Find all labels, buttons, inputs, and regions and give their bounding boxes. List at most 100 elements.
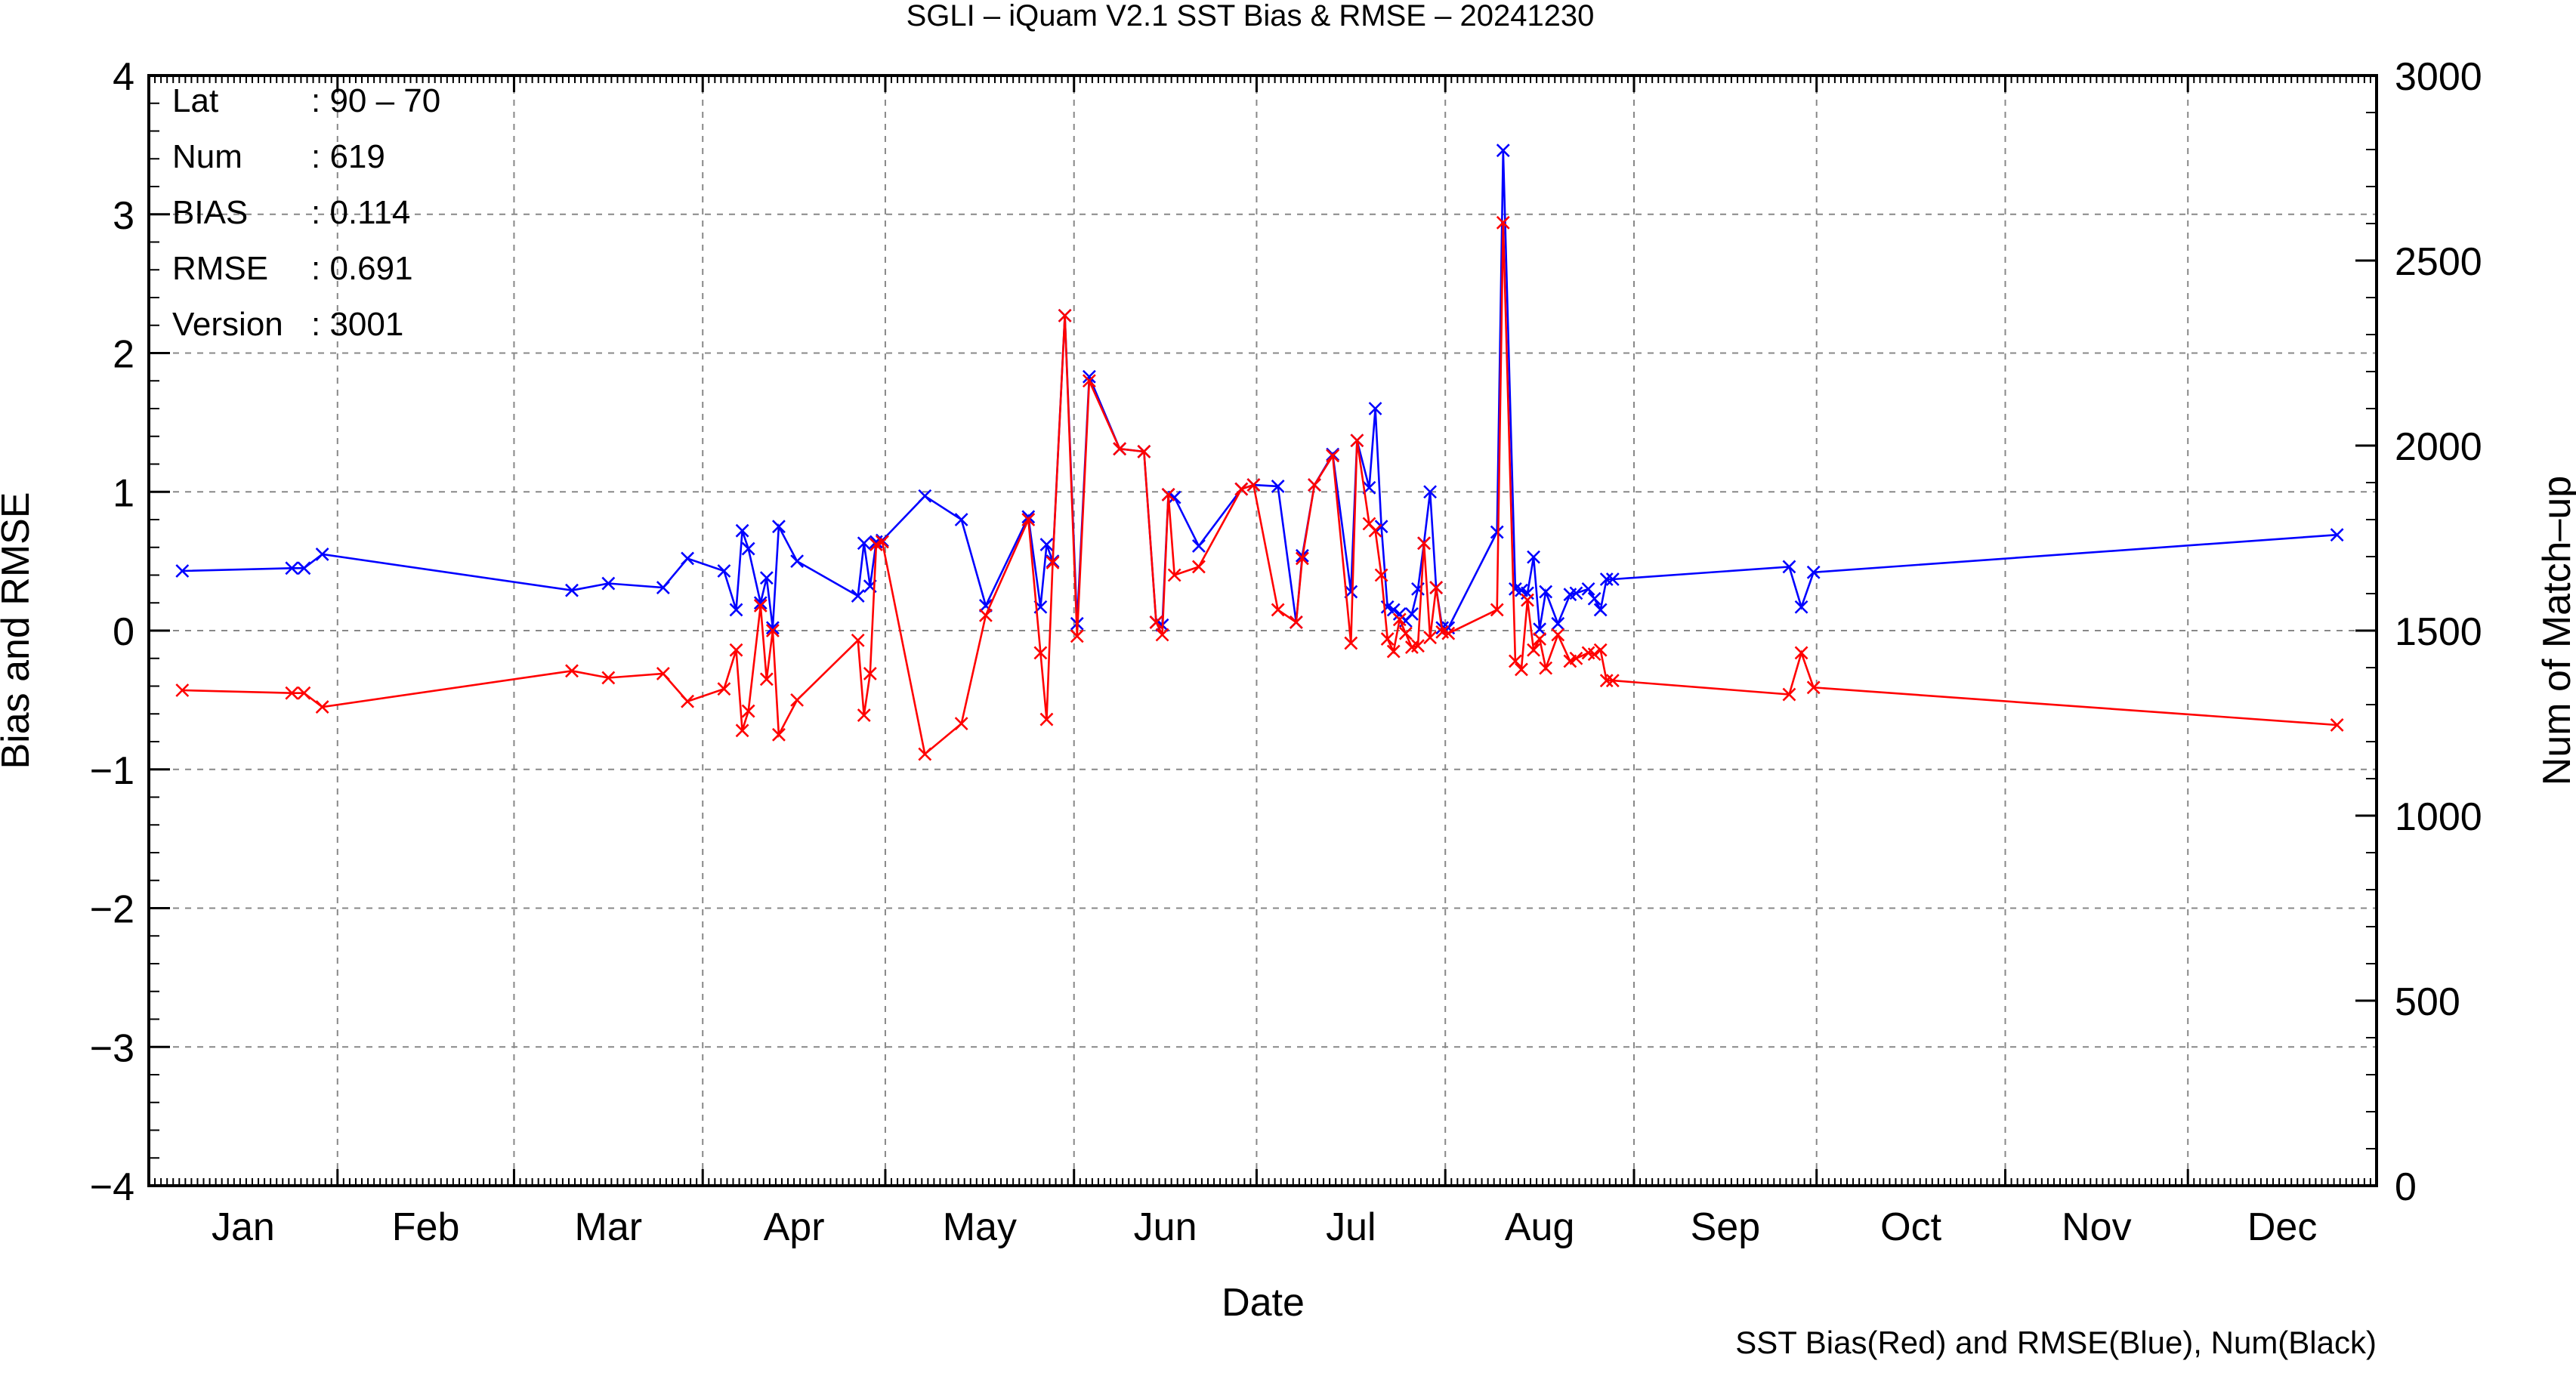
bias-point — [1398, 626, 1413, 640]
y2-axis-label: Num of Match–up — [2535, 476, 2576, 785]
stat-label: Version — [172, 306, 283, 343]
stat-value: : 3001 — [311, 306, 403, 343]
grid-lines — [149, 76, 2377, 1186]
bias-point — [1113, 442, 1127, 456]
x-tick-label: Jan — [212, 1205, 275, 1249]
rmse-point — [753, 596, 768, 610]
bias-point — [1295, 551, 1309, 566]
stat-value: : 90 – 70 — [311, 82, 440, 119]
bias-point — [565, 664, 579, 678]
bias-point — [1058, 308, 1072, 322]
bias-point — [1033, 646, 1048, 660]
y2-tick-label: 1500 — [2395, 610, 2482, 654]
bias-point — [729, 643, 743, 657]
bias-point — [1599, 674, 1614, 688]
y-tick-label: 4 — [113, 55, 134, 99]
x-tick-label: Nov — [2062, 1205, 2131, 1249]
chart-caption: SST Bias(Red) and RMSE(Blue), Num(Black) — [1735, 1325, 2377, 1360]
y-tick-label: −2 — [90, 888, 134, 932]
bias-point — [790, 693, 805, 707]
rmse-point — [1490, 525, 1504, 539]
rmse-point — [1794, 600, 1808, 614]
series-layer — [175, 143, 2344, 761]
bias-point — [978, 608, 993, 622]
x-tick-label: Jun — [1134, 1205, 1197, 1249]
rmse-point — [1496, 143, 1510, 158]
bias-point — [1521, 593, 1534, 607]
rmse-point — [1551, 616, 1565, 631]
bias-point — [1490, 603, 1504, 617]
rmse-point — [1527, 550, 1540, 564]
stats-box: Lat: 90 – 70 Num: 619 BIAS: 0.114 RMSE: 0.6… — [172, 82, 440, 343]
rmse-point — [954, 513, 968, 526]
bias-point — [741, 704, 755, 718]
rmse-point — [772, 520, 786, 534]
rmse-point — [717, 564, 731, 578]
bias-point — [601, 671, 616, 685]
bias-point — [2330, 718, 2344, 732]
rmse-point — [1593, 603, 1608, 617]
bias-point — [1070, 629, 1084, 643]
rmse-line — [182, 150, 2337, 630]
y-tick-label: −4 — [90, 1165, 134, 1209]
bias-point — [1380, 632, 1395, 646]
rmse-point — [1082, 369, 1096, 384]
x-tick-label: Apr — [764, 1205, 825, 1249]
rmse-point — [1533, 622, 1547, 637]
bias-point — [175, 683, 190, 697]
bias-point — [1137, 445, 1151, 458]
bias-point — [1326, 449, 1340, 463]
bias-point — [1605, 674, 1620, 688]
bias-point — [857, 708, 871, 723]
bias-point — [1046, 556, 1060, 569]
y2-tick-label: 2500 — [2395, 240, 2482, 284]
bias-point — [1423, 631, 1437, 645]
y2-tick-label: 3000 — [2395, 55, 2482, 99]
bias-point — [1392, 612, 1407, 627]
bias-point — [1344, 636, 1358, 650]
bias-point — [1149, 616, 1163, 629]
rmse-point — [1423, 485, 1437, 499]
rmse-point — [1021, 510, 1036, 524]
rmse-point — [1782, 560, 1796, 574]
bias-point — [1515, 662, 1528, 677]
bias-point — [918, 747, 932, 761]
stat-label: RMSE — [172, 250, 268, 287]
y-tick-label: 1 — [113, 471, 134, 515]
bias-point — [1533, 632, 1547, 646]
bias-point — [1806, 680, 1821, 695]
bias-point — [285, 686, 299, 700]
bias-point — [1551, 628, 1565, 642]
stat-label: Num — [172, 138, 242, 175]
bias-point — [1569, 651, 1583, 665]
x-tick-label: Dec — [2247, 1205, 2317, 1249]
stat-value: : 0.114 — [311, 194, 410, 231]
bias-point — [1191, 560, 1206, 574]
bias-point — [1368, 523, 1382, 538]
y2-tick-label: 1000 — [2395, 795, 2482, 839]
bias-point — [772, 727, 786, 742]
x-tick-label: Mar — [575, 1205, 643, 1249]
rmse-point — [857, 536, 871, 551]
bias-point — [875, 535, 889, 549]
y-axis-label: Bias and RMSE — [0, 492, 38, 769]
bias-point — [851, 633, 865, 647]
bias-point — [765, 624, 780, 637]
chart-title: SGLI – iQuam V2.1 SST Bias & RMSE – 2024… — [907, 0, 1595, 32]
bias-point — [1593, 643, 1608, 657]
stat-value: : 0.691 — [311, 250, 413, 287]
bias-line — [182, 222, 2337, 756]
bias-point — [1782, 687, 1796, 702]
stat-label: Lat — [172, 82, 218, 119]
bias-point — [656, 667, 670, 680]
bias-point — [1429, 581, 1444, 594]
y-tick-labels: −4 −3 −2 −1 0 1 2 3 4 — [90, 55, 134, 1209]
bias-point — [1161, 488, 1175, 501]
x-tick-label: May — [943, 1205, 1017, 1249]
bias-point — [1587, 647, 1602, 662]
bias-point — [735, 724, 749, 738]
rmse-point — [601, 576, 616, 591]
